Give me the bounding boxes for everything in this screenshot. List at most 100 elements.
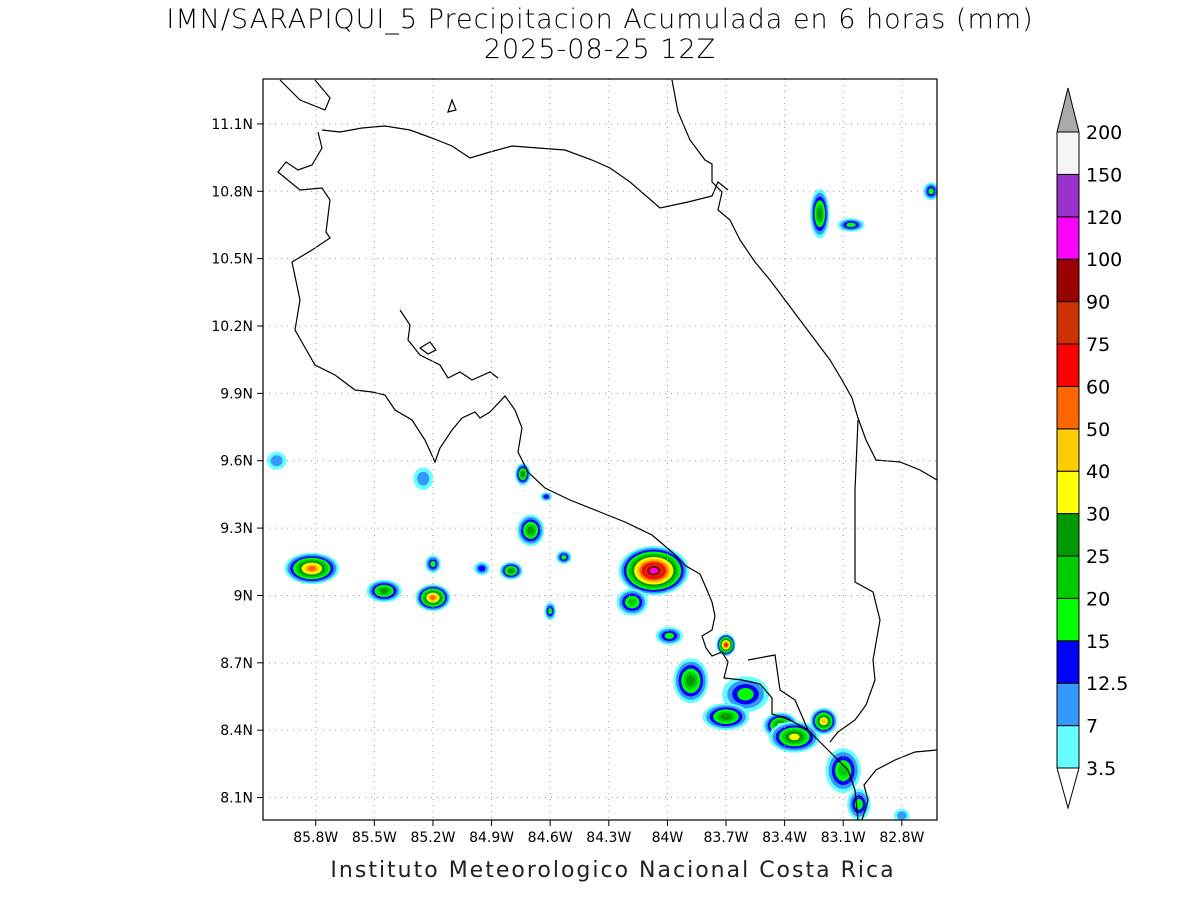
- rain-contour: [737, 688, 754, 701]
- map-subtitle-date: 2025-08-25 12Z: [483, 34, 717, 65]
- colorbar-box: [1056, 301, 1080, 345]
- rain-cell: [413, 467, 433, 490]
- rain-contour: [789, 733, 800, 741]
- rain-cell: [716, 633, 736, 657]
- rain-contour: [720, 713, 732, 720]
- lat-tick-label: 9N: [234, 588, 253, 604]
- colorbar-label: 90: [1086, 292, 1110, 314]
- colorbar-label: 25: [1086, 546, 1110, 568]
- colorbar-box: [1056, 640, 1080, 684]
- colorbar-box: [1056, 131, 1080, 175]
- rain-contour: [649, 567, 658, 574]
- rain-cell: [616, 588, 648, 616]
- panama-coastline: [861, 749, 937, 820]
- rain-cell: [516, 514, 545, 547]
- colorbar-label: 15: [1086, 631, 1110, 653]
- rain-cell: [515, 462, 531, 486]
- rain-cell: [499, 561, 523, 580]
- lon-tick-label: 84.6W: [528, 830, 573, 846]
- lat-tick-label: 10.5N: [211, 252, 253, 268]
- rain-cell: [556, 550, 572, 565]
- lon-tick-label: 83.4W: [762, 830, 807, 846]
- colorbar-label: 7: [1086, 716, 1098, 738]
- colorbar-label: 30: [1086, 504, 1110, 526]
- island: [447, 98, 457, 113]
- rain-cell: [702, 703, 750, 731]
- colorbar-box: [1056, 470, 1080, 515]
- colorbar-label: 20: [1086, 588, 1110, 610]
- lon-tick-label: 84.3W: [586, 830, 631, 846]
- map-frame: [262, 78, 938, 821]
- lat-tick-label: 11.1N: [211, 117, 253, 133]
- colorbar-box: [1056, 343, 1080, 387]
- rain-contour: [417, 471, 430, 486]
- rain-cell: [722, 676, 769, 713]
- lon-tick-label: 85.2W: [410, 830, 455, 846]
- nicoya-gulf-coast: [399, 309, 499, 381]
- rain-contour: [478, 565, 486, 572]
- lon-tick-label: 84.9W: [469, 830, 514, 846]
- colorbar-label: 100: [1086, 249, 1122, 271]
- colorbar-box: [1056, 428, 1080, 472]
- colorbar-box: [1056, 513, 1080, 557]
- colorbar-box: [1056, 725, 1080, 769]
- rain-contour: [543, 494, 549, 499]
- rain-contour: [508, 568, 514, 573]
- rain-contour: [379, 588, 389, 594]
- rain-contour: [527, 526, 534, 535]
- rain-cell: [655, 626, 684, 645]
- rain-cell: [540, 492, 553, 502]
- rain-contour: [846, 222, 856, 228]
- colorbar-legend: 3.5 7 12.5 15 20 25 30 40 50 60 75 90 100 120 150 200: [1056, 87, 1128, 810]
- rain-cell: [544, 602, 557, 621]
- lat-tick-label: 8.7N: [220, 656, 253, 672]
- rain-contour: [561, 554, 567, 560]
- rain-cell: [284, 552, 340, 585]
- caribbean-coastline: [671, 79, 937, 481]
- rain-cell: [810, 707, 838, 735]
- lon-tick-label: 83.7W: [704, 830, 749, 846]
- rain-contour: [627, 598, 637, 607]
- panama-border: [747, 419, 881, 743]
- footer-credit: Instituto Meteorologico Nacional Costa R…: [330, 858, 896, 883]
- colorbar-label: 40: [1086, 461, 1110, 483]
- colorbar-label: 75: [1086, 334, 1110, 356]
- rain-contour: [520, 471, 525, 477]
- rain-cell: [837, 218, 865, 232]
- coastlines-and-borders: [277, 79, 937, 820]
- lon-tick-label: 85.5W: [352, 830, 397, 846]
- rain-cell: [894, 808, 910, 820]
- rain-contour: [270, 455, 283, 467]
- colorbar-box: [1056, 385, 1080, 430]
- rain-cell: [425, 555, 441, 573]
- rain-cell: [618, 546, 689, 596]
- rain-cell: [266, 451, 287, 470]
- rain-contour: [430, 595, 436, 600]
- island: [418, 341, 437, 355]
- colorbar-box: [1056, 216, 1080, 260]
- rain-cell: [923, 182, 937, 201]
- nicaragua-border: [321, 125, 729, 209]
- lat-tick-label: 10.2N: [211, 319, 253, 335]
- colorbar-label: 50: [1086, 419, 1110, 441]
- map-title: IMN/SARAPIQUI_5 Precipitacion Acumulada …: [166, 4, 1034, 35]
- rain-contour: [724, 643, 728, 647]
- colorbar-label: 3.5: [1086, 758, 1116, 780]
- colorbar-box: [1056, 682, 1080, 727]
- rain-contour: [821, 718, 827, 724]
- lat-tick-label: 9.9N: [220, 386, 253, 402]
- lon-tick-label: 84W: [652, 830, 684, 846]
- colorbar-label: 200: [1086, 122, 1122, 144]
- lat-tick-label: 9.6N: [220, 454, 253, 470]
- lat-tick-label: 8.4N: [220, 723, 253, 739]
- rain-contour: [430, 560, 436, 568]
- lat-lon-grid: [263, 79, 937, 820]
- rain-contour: [817, 207, 823, 220]
- rain-contour: [664, 632, 675, 639]
- rain-cell: [473, 561, 490, 576]
- rain-contour: [686, 675, 696, 687]
- colorbar-label: 150: [1086, 164, 1122, 186]
- rain-contour: [928, 188, 934, 195]
- colorbar-box: [1056, 555, 1080, 599]
